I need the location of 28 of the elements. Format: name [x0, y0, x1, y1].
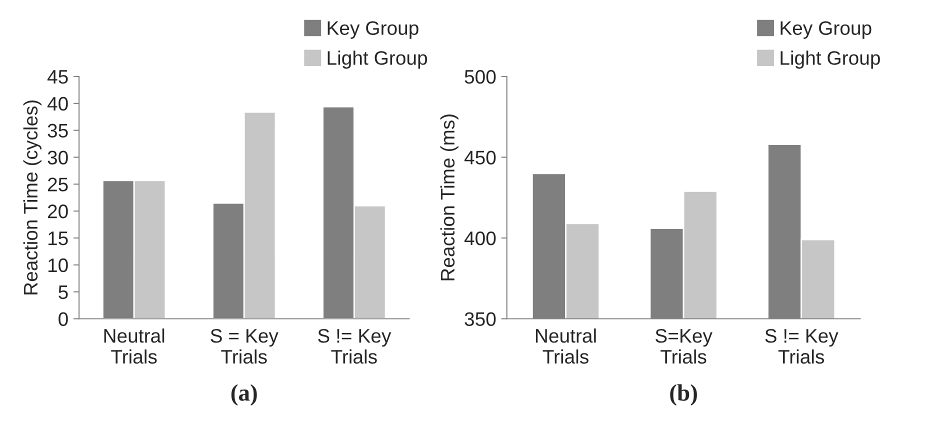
x-tick-label: S = Key Trials [210, 328, 278, 364]
x-tick-label: S != Key Trials [318, 328, 392, 364]
y-tick-label: 15 [48, 232, 68, 246]
legend-label: Light Group [328, 50, 428, 69]
y-tick-label: 350 [464, 312, 496, 326]
y-tick-label: 450 [464, 150, 496, 164]
legend-label: Key Group [780, 21, 872, 39]
y-tick-label: 45 [47, 70, 68, 84]
y-tick-label: 30 [48, 150, 68, 164]
y-tick-label: 25 [48, 178, 68, 192]
x-tick-label: S != Key Trials [765, 328, 838, 364]
y-tick-label: 20 [48, 204, 68, 218]
x-tick-label: Neutral Trials [104, 328, 164, 364]
x-tick-label: S=Key Trials [656, 328, 712, 364]
x-tick-label: Neutral Trials [536, 328, 596, 364]
legend-label: Light Group [780, 50, 880, 69]
y-axis-title: Reaction Time (cycles) [23, 100, 42, 294]
y-tick-label: 500 [464, 70, 496, 84]
y-axis-title: Reaction Time (ms) [440, 114, 458, 280]
x-axis-title: (a) [231, 384, 257, 406]
y-tick-label: 400 [464, 231, 496, 246]
legend-label: Key Group [328, 21, 418, 39]
y-tick-label: 40 [47, 96, 68, 111]
y-tick-label: 35 [48, 124, 68, 138]
y-tick-label: 0 [58, 312, 68, 326]
y-tick-label: 10 [48, 258, 68, 272]
x-axis-title: (b) [670, 384, 697, 406]
y-tick-label: 5 [58, 286, 68, 300]
